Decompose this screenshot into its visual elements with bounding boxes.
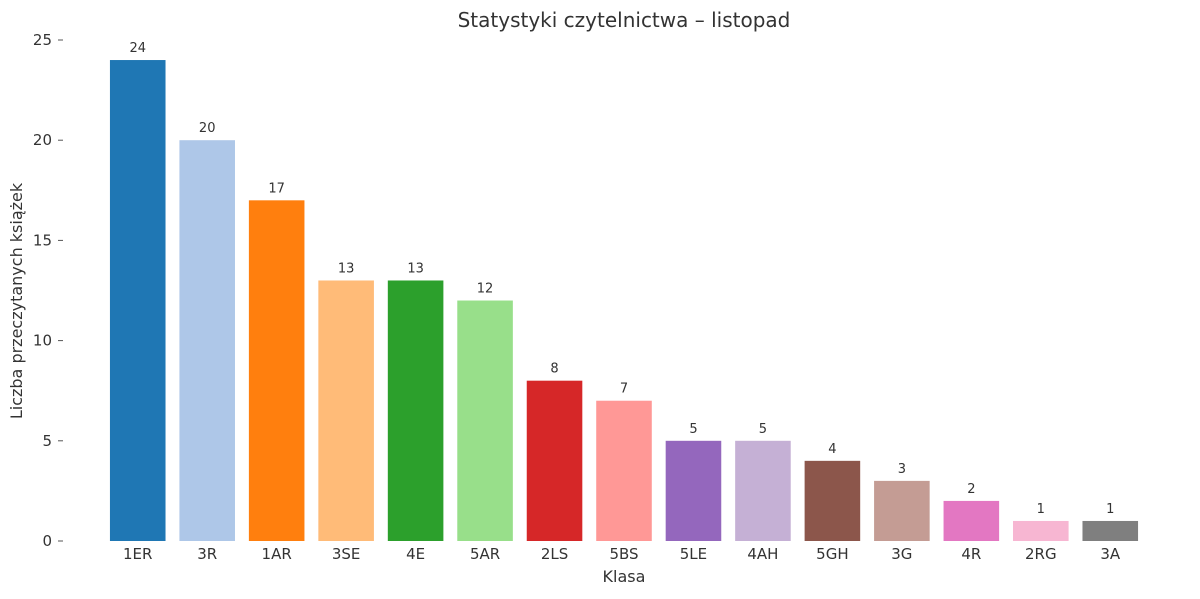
value-labels-group: 24 20 17 13 13 12 8 7 5 5 4 3 2 1 1 (129, 41, 1114, 517)
data-label-5gh: 4 (828, 442, 836, 457)
bar-2ls (526, 380, 583, 541)
data-label-5bs: 7 (620, 382, 628, 397)
x-tick-label-2rg: 2RG (1025, 545, 1057, 563)
bar-4e (387, 280, 444, 541)
x-axis: 1ER 3R 1AR 3SE 4E 5AR 2LS 5BS 5LE 4AH 5GH 3G 4R 2RG 3A (123, 545, 1121, 563)
x-tick-label-1er: 1ER (123, 545, 152, 563)
data-label-4e: 13 (407, 261, 424, 276)
y-tick-label: 20 (33, 131, 52, 149)
bar-3g (874, 480, 930, 541)
data-label-3g: 3 (898, 462, 906, 477)
bar-1ar (248, 200, 305, 541)
y-tick-label: 5 (42, 432, 52, 450)
data-label-4r: 2 (967, 482, 975, 497)
bar-5le (665, 440, 722, 541)
x-tick-label-5le: 5LE (680, 545, 707, 563)
bar-2rg (1013, 520, 1069, 541)
data-label-2rg: 1 (1037, 502, 1045, 517)
chart-title: Statystyki czytelnictwa – listopad (458, 8, 791, 32)
data-label-3se: 13 (338, 261, 355, 276)
data-label-2ls: 8 (550, 362, 558, 377)
x-tick-label-3a: 3A (1100, 545, 1121, 563)
bar-5bs (596, 400, 652, 541)
y-tick-label: 25 (33, 31, 52, 49)
bars-group (109, 60, 1139, 541)
data-label-3a: 1 (1106, 502, 1114, 517)
x-tick-label-5bs: 5BS (609, 545, 638, 563)
data-label-5le: 5 (689, 422, 697, 437)
data-label-4ah: 5 (759, 422, 767, 437)
bar-3a (1082, 520, 1139, 541)
x-tick-label-4ah: 4AH (747, 545, 778, 563)
y-tick-label: 10 (33, 332, 52, 350)
y-tick-label: 0 (42, 532, 52, 550)
bar-4ah (735, 440, 791, 541)
x-tick-label-5ar: 5AR (470, 545, 500, 563)
data-label-5ar: 12 (477, 282, 494, 297)
bar-5gh (804, 460, 861, 541)
bar-3r (179, 140, 235, 541)
data-label-3r: 20 (199, 121, 216, 136)
bar-4r (943, 500, 1000, 541)
y-axis: 0 5 10 15 20 25 (33, 31, 63, 550)
y-axis-label: Liczba przeczytanych książek (7, 182, 26, 419)
x-tick-label-5gh: 5GH (816, 545, 848, 563)
x-tick-label-3g: 3G (891, 545, 912, 563)
x-tick-label-3r: 3R (197, 545, 217, 563)
bar-1er (109, 60, 166, 541)
data-label-1ar: 17 (268, 181, 285, 196)
x-tick-label-2ls: 2LS (541, 545, 568, 563)
data-label-1er: 24 (129, 41, 146, 56)
x-tick-label-3se: 3SE (332, 545, 361, 563)
x-tick-label-4e: 4E (406, 545, 425, 563)
x-tick-label-4r: 4R (961, 545, 981, 563)
bar-5ar (457, 300, 513, 541)
x-axis-label: Klasa (603, 567, 646, 586)
y-tick-label: 15 (33, 231, 52, 249)
x-tick-label-1ar: 1AR (262, 545, 292, 563)
bar-3se (318, 280, 374, 541)
